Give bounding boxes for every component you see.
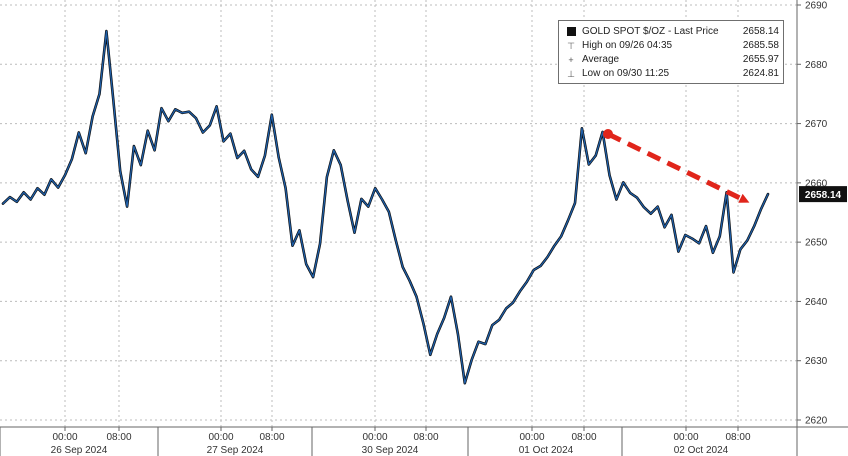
- frame-layer: [0, 0, 848, 428]
- legend-row-average: + Average 2655.97: [559, 53, 783, 67]
- y-tick-label: 2630: [805, 356, 828, 367]
- legend-high-label: High on 09/26 04:35: [582, 40, 673, 51]
- x-time-label: 08:00: [571, 432, 596, 443]
- x-time-label: 08:00: [725, 432, 750, 443]
- x-date-label: 30 Sep 2024: [362, 445, 419, 456]
- chart-legend: GOLD SPOT $/OZ - Last Price 2658.14 ⊤ Hi…: [558, 20, 784, 84]
- x-time-label: 00:00: [362, 432, 387, 443]
- y-tick-label: 2660: [805, 178, 828, 189]
- x-time-label: 00:00: [52, 432, 77, 443]
- legend-row-high: ⊤ High on 09/26 04:35 2685.58: [559, 39, 783, 53]
- price-series-line: [2, 30, 769, 384]
- legend-low-value: 2624.81: [742, 68, 779, 79]
- legend-average-label: Average: [582, 54, 620, 65]
- x-axis-ticks: 00:00 08:00 00:00 08:00 00:00 08:00 00:00 08:00…: [0, 427, 798, 456]
- legend-series-value: 2658.14: [742, 26, 779, 37]
- y-axis-ticks: 2620 2630 2640 2650 2660 2670 2680 2690: [797, 1, 828, 427]
- legend-series-label: GOLD SPOT $/OZ - Last Price: [582, 26, 719, 37]
- x-date-label: 27 Sep 2024: [207, 445, 264, 456]
- x-time-label: 00:00: [519, 432, 544, 443]
- legend-average-value: 2655.97: [742, 54, 779, 65]
- legend-high-value: 2685.58: [742, 40, 779, 51]
- legend-low-label: Low on 09/30 11:25: [582, 68, 670, 79]
- last-price-box: [799, 186, 847, 203]
- y-tick-label: 2680: [805, 60, 828, 71]
- x-date-label: 01 Oct 2024: [519, 445, 574, 456]
- y-tick-label: 2640: [805, 297, 828, 308]
- y-tick-label: 2670: [805, 119, 828, 130]
- x-date-label: 02 Oct 2024: [674, 445, 729, 456]
- trend-arrow: [606, 131, 750, 203]
- low-marker-icon: ⊥: [567, 69, 575, 79]
- annotation-layer: 2658.14: [603, 129, 847, 203]
- high-marker-icon: ⊤: [567, 41, 575, 51]
- last-price-label: 2658.14: [805, 190, 842, 201]
- average-marker-icon: +: [568, 55, 574, 65]
- x-time-label: 00:00: [673, 432, 698, 443]
- trend-arrow-origin: [603, 129, 613, 139]
- x-date-label: 26 Sep 2024: [51, 445, 108, 456]
- y-tick-label: 2620: [805, 416, 828, 427]
- series-layer: [1, 29, 770, 385]
- x-time-label: 08:00: [106, 432, 131, 443]
- legend-row-last-price: GOLD SPOT $/OZ - Last Price 2658.14: [559, 25, 783, 39]
- x-time-label: 08:00: [259, 432, 284, 443]
- x-time-label: 08:00: [413, 432, 438, 443]
- legend-row-low: ⊥ Low on 09/30 11:25 2624.81: [559, 67, 783, 81]
- x-time-label: 00:00: [208, 432, 233, 443]
- y-tick-label: 2650: [805, 238, 828, 249]
- y-tick-label: 2690: [805, 1, 828, 12]
- series-swatch-icon: [564, 25, 578, 39]
